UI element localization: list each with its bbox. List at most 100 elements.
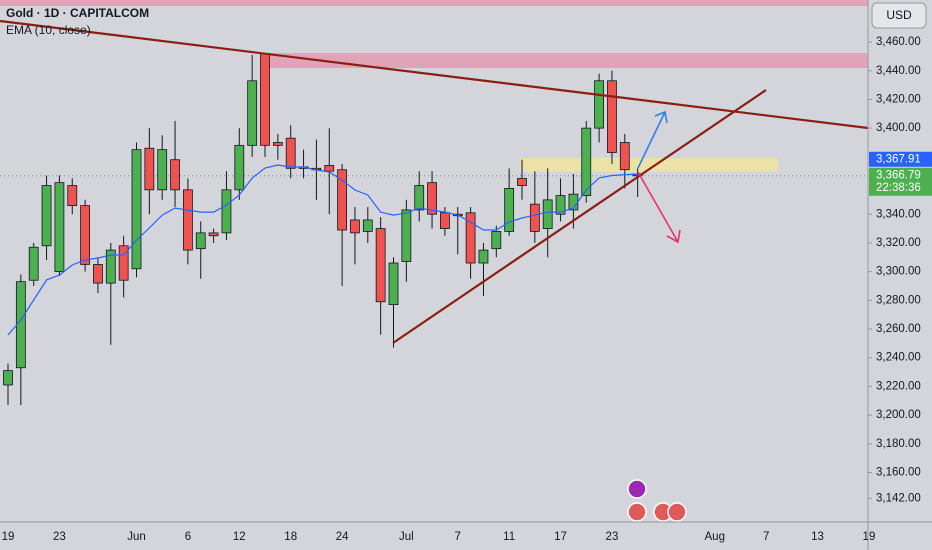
candle-body	[170, 159, 180, 191]
candle-body	[247, 80, 258, 146]
candle-body	[285, 137, 296, 169]
candle-body	[607, 80, 617, 153]
x-tick-label: 19	[863, 531, 876, 543]
candle-body	[401, 209, 412, 262]
candle-body	[427, 182, 437, 215]
candle-body	[118, 245, 129, 281]
candle-body	[131, 149, 142, 270]
x-tick-label: 18	[284, 531, 297, 543]
candle-body	[388, 262, 399, 306]
candle-body	[504, 187, 515, 232]
y-tick-label: 3,460.00	[876, 36, 921, 48]
x-tick-label: 7	[455, 531, 461, 543]
axes: 3,460.00 3,440.00 3,420.00 3,400.00 3,340.00…	[2, 36, 932, 543]
candle-body	[67, 185, 78, 207]
x-tick-label: 24	[336, 531, 349, 543]
y-tick-label: 3,300.00	[876, 266, 921, 278]
countdown-label: 22:38:36	[876, 182, 921, 194]
x-tick-label: 7	[763, 531, 769, 543]
candle-body	[324, 165, 335, 172]
y-tick-label: 3,400.00	[876, 122, 921, 134]
x-tick-label: 23	[53, 531, 66, 543]
x-tick-label: 11	[503, 531, 515, 543]
candle-body	[157, 149, 168, 191]
y-tick-label: 3,220.00	[876, 380, 921, 392]
resistance-zone	[265, 53, 868, 68]
candle-body	[208, 232, 219, 237]
y-tick-label: 3,142.00	[876, 492, 921, 504]
y-tick-label: 3,440.00	[876, 65, 921, 77]
chart-title: Gold · 1D · CAPITALCOM	[6, 6, 149, 20]
ema-price-box	[869, 151, 932, 167]
candle-body	[182, 189, 193, 251]
trend-line-down	[0, 19, 869, 130]
event-icon[interactable]	[627, 479, 647, 499]
candle-body	[594, 80, 604, 129]
zone-top	[0, 0, 868, 6]
x-tick-label: 17	[554, 531, 567, 543]
y-tick-label: 3,200.00	[876, 409, 921, 421]
x-tick-label: 12	[233, 531, 246, 543]
candle-body	[28, 246, 39, 281]
candle-body	[144, 147, 155, 191]
candle-body	[337, 169, 348, 231]
candle-body	[15, 281, 26, 369]
candle-body	[221, 189, 232, 234]
candle-body	[350, 219, 360, 234]
candle-body	[3, 370, 13, 386]
trend-line-up	[392, 89, 767, 344]
x-tick-label: 6	[185, 531, 191, 543]
last-price-label: 3,366.79	[876, 169, 921, 181]
x-tick-label: Jul	[399, 531, 414, 543]
candle-body	[105, 249, 116, 284]
event-icon[interactable]	[627, 502, 647, 522]
candle-body	[414, 185, 425, 211]
candle-body	[272, 142, 283, 146]
y-tick-label: 3,320.00	[876, 237, 921, 249]
series	[3, 53, 643, 406]
candle-body	[362, 219, 373, 232]
y-tick-label: 3,280.00	[876, 294, 921, 306]
drawings	[0, 19, 869, 522]
candle-body	[234, 144, 245, 191]
ema-price-label: 3,367.91	[876, 153, 921, 165]
y-tick-label: 3,260.00	[876, 323, 921, 335]
indicator-legend: EMA (10, close)	[6, 23, 91, 37]
candle-body	[375, 228, 386, 303]
candle-body	[93, 264, 103, 284]
candle-body	[80, 205, 90, 265]
candle-body	[517, 177, 527, 186]
candle-body	[41, 185, 52, 247]
arrow-up	[637, 110, 668, 169]
candle-body	[555, 195, 566, 215]
x-tick-label: Jun	[127, 531, 146, 543]
last-price-box	[869, 167, 932, 196]
candle-body	[260, 53, 270, 146]
candle-body	[491, 231, 502, 250]
candle-body	[195, 232, 206, 250]
candle-body	[581, 127, 592, 196]
candle-body	[439, 212, 450, 229]
candle-body	[478, 249, 489, 264]
currency-button[interactable]	[871, 2, 927, 29]
candle-body	[54, 182, 65, 273]
y-tick-label: 3,160.00	[876, 467, 921, 479]
x-tick-label: 13	[811, 531, 824, 543]
currency[interactable]: USD	[886, 8, 912, 22]
y-tick-label: 3,240.00	[876, 352, 921, 364]
event-icon[interactable]	[667, 502, 687, 522]
candle-body	[619, 142, 630, 171]
candle-body	[465, 212, 476, 264]
x-tick-label: 23	[606, 531, 619, 543]
x-tick-label: 19	[2, 531, 15, 543]
y-tick-label: 3,340.00	[876, 208, 921, 220]
x-tick-label: Aug	[705, 531, 725, 543]
candle-body	[529, 203, 540, 232]
ema-line	[7, 164, 638, 336]
candle-body	[542, 199, 553, 229]
y-tick-label: 3,180.00	[876, 438, 921, 450]
arrow-down	[637, 171, 681, 244]
